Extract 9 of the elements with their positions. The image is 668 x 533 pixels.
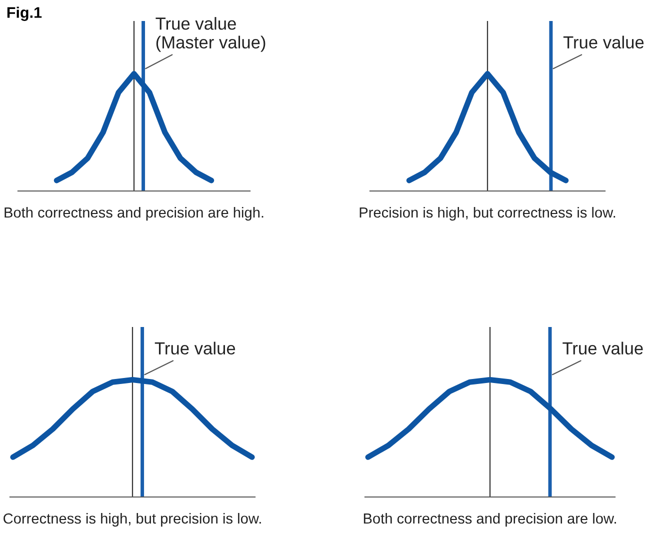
text: True value [154,342,236,354]
text: True value [562,342,643,354]
x-axis-title: Both correctness and precision are high. [4,206,264,221]
chart-title: Fig.1 [7,6,42,21]
text: True value [563,36,644,48]
x-axis-title: Correctness is high, but precision is low. [4,512,261,527]
x-axis-title: Both correctness and precision are low. [364,512,616,527]
text: True value (Master value) [156,17,266,52]
x-axis-title: Precision is high, but correctness is low. [360,206,616,221]
